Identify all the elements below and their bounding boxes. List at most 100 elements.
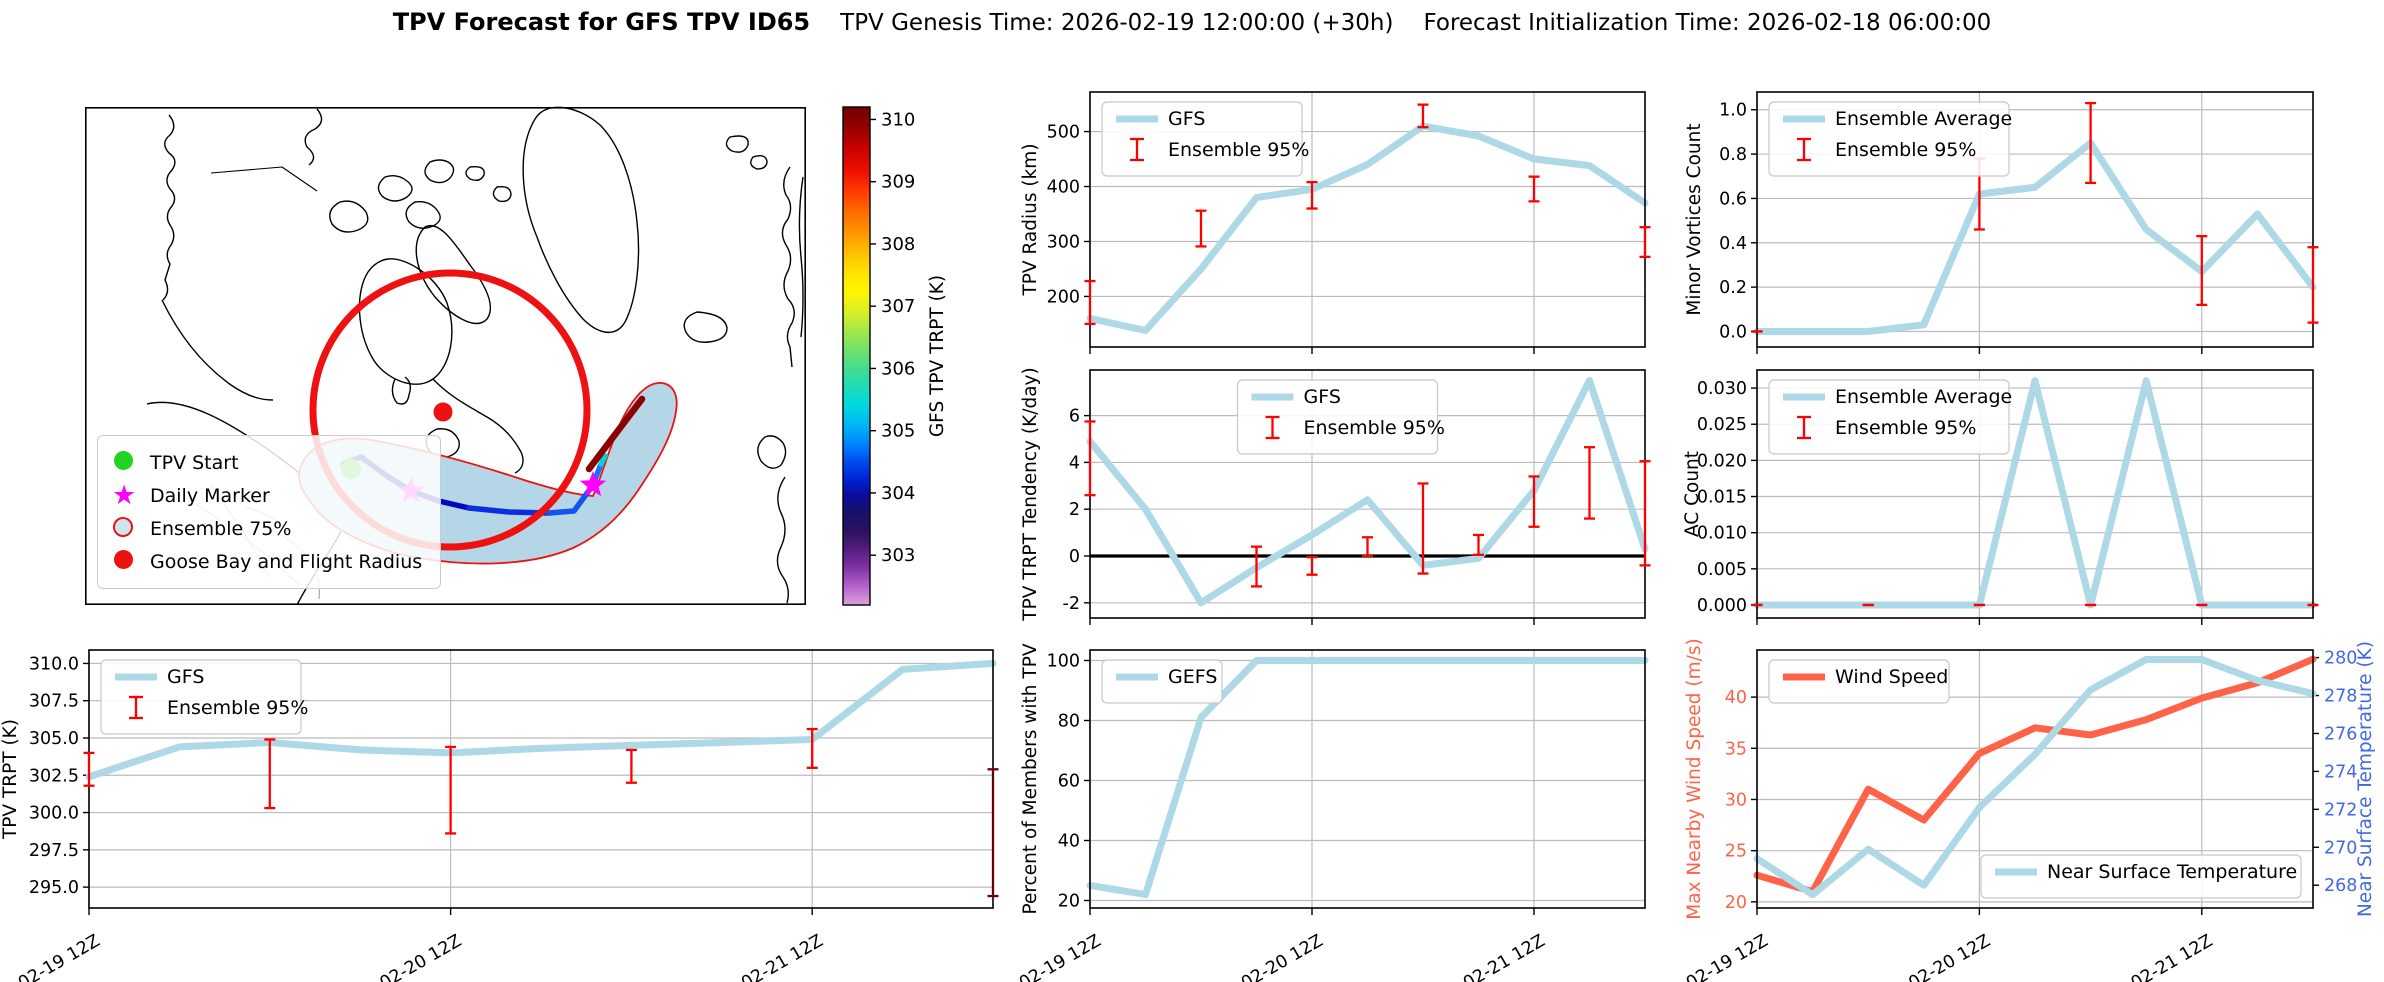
legend-entry-label: Ensemble 95%: [1835, 417, 1976, 439]
series-wind-speed: [1753, 655, 2317, 896]
errorbar: [1639, 460, 1651, 567]
y2-axis-label: Near Surface Temperature (K): [2355, 641, 2376, 917]
coastlines: [146, 106, 804, 606]
chart-ac-count: 0.000 0.005 0.010 0.015 0.020 0.025 0.030 AC Co…: [1682, 369, 2319, 625]
y-axis-label: AC Count: [1682, 451, 1703, 537]
chart-panel-percent-members: 20 40 60 80 100 02-19 12Z 02-20 12Z 02-21 12Z Pe…: [1016, 628, 1680, 982]
y-tick-label: 35: [1725, 739, 1747, 759]
legend-entry-label: Ensemble 95%: [1835, 139, 1976, 161]
colorbar-axis-label: GFS TPV TRPT (K): [927, 275, 948, 437]
y-tick-label: 307.5: [29, 692, 79, 712]
y-tick-label: 60: [1058, 772, 1080, 792]
chart-legend: Wind Speed: [1768, 659, 1950, 704]
legend-item-ensemble-75: Ensemble 75%: [112, 512, 422, 545]
goose-bay-dot: [433, 402, 453, 422]
y-tick-label: 400: [1047, 178, 1080, 198]
legend-label: Daily Marker: [150, 484, 270, 507]
legend-label: Ensemble 75%: [150, 517, 292, 540]
y-axis-label: Max Nearby Wind Speed (m/s): [1684, 638, 1705, 919]
errorbar: [1251, 545, 1262, 588]
daily-marker-star: [579, 471, 607, 497]
legend-item-tpv-start: TPV Start: [112, 446, 422, 479]
y-axis-label: Minor Vortices Count: [1684, 123, 1705, 315]
x-tick-label: 02-20 12Z: [1238, 931, 1327, 982]
errorbar: [1084, 420, 1096, 497]
y2-tick-label: 272: [2324, 800, 2357, 820]
errorbar: [445, 745, 457, 835]
y-axis-label: TPV TRPT (K): [0, 719, 21, 840]
y-tick-label: 1.0: [1719, 101, 1747, 121]
series-gefs: [1086, 657, 1649, 898]
y-tick-label: 100: [1047, 652, 1080, 672]
map-legend: TPV Start ★ Daily Marker Ensemble 75% Go…: [97, 435, 442, 589]
y-tick-label: 0.015: [1697, 488, 1747, 508]
errorbar: [1417, 103, 1429, 129]
legend-entry-label: GFS: [167, 666, 204, 688]
y-tick-label: 0.4: [1719, 234, 1747, 254]
colorbar-tick-label: 310: [881, 109, 915, 130]
y2-tick-label: 268: [2324, 876, 2357, 896]
chart-panel-wind-temp: 20 25 30 35 40 268 270 272 274 276 278 280 Near Surf…: [1683, 628, 2384, 982]
y-tick-label: 302.5: [29, 766, 79, 786]
legend-entry-label: GEFS: [1168, 666, 1217, 688]
y-tick-label: 40: [1058, 832, 1080, 852]
legend-entry-label: Ensemble 95%: [167, 697, 308, 719]
y-tick-label: 0.000: [1697, 596, 1747, 616]
chart-panel-ac-count: 0.000 0.005 0.010 0.015 0.020 0.025 0.030 AC Co…: [1682, 355, 2384, 635]
y-tick-label: 30: [1725, 790, 1747, 810]
y2-tick-label: 274: [2324, 762, 2357, 782]
chart-legend: GFS Ensemble 95%: [100, 659, 308, 735]
errorbar: [1417, 482, 1429, 575]
chart-panel-tpv-radius: 200 300 400 500 TPV Radius (km) GFS Ensemble 9…: [1020, 80, 1680, 360]
series-ensemble-average: [1753, 139, 2317, 335]
daily-marker-icon: ★: [112, 480, 137, 511]
y-tick-label: 0.0: [1719, 322, 1747, 342]
series-gfs: [1086, 122, 1649, 334]
legend-entry-label: Wind Speed: [1835, 666, 1948, 688]
map-border: [85, 107, 807, 605]
track-map-panel: TPV Start ★ Daily Marker Ensemble 75% Go…: [85, 106, 807, 606]
x-tick-label: 02-21 12Z: [2128, 931, 2217, 982]
legend-label: TPV Start: [150, 451, 239, 474]
y-tick-label: 4: [1069, 453, 1080, 473]
y-tick-label: 0.010: [1697, 524, 1747, 544]
errorbar: [806, 727, 818, 769]
colorbar-tick-label: 308: [881, 234, 915, 255]
y-tick-label: 20: [1725, 893, 1747, 913]
chart-tpv-trpt: 295.0 297.5 300.0 302.5 305.0 307.5 310.0 02-19…: [0, 649, 999, 982]
errorbar: [2196, 234, 2208, 307]
y-tick-label: 500: [1047, 123, 1080, 143]
y2-tick-label: 278: [2324, 687, 2357, 707]
legend-entry-label: Ensemble 95%: [1168, 139, 1309, 161]
legend-item-daily-marker: ★ Daily Marker: [112, 479, 422, 512]
errorbar: [83, 751, 95, 787]
y-tick-label: 0.005: [1697, 560, 1747, 580]
errorbar: [1306, 556, 1318, 576]
y-tick-label: 25: [1725, 842, 1747, 862]
y-tick-label: -2: [1063, 594, 1080, 614]
y-tick-label: 6: [1069, 407, 1080, 427]
y-tick-label: 0.8: [1719, 145, 1747, 165]
chart-legend: GFS Ensemble 95%: [1236, 379, 1445, 455]
chart-panel-tpv-trpt: 295.0 297.5 300.0 302.5 305.0 307.5 310.0 02-19…: [0, 628, 1012, 982]
errorbar: [1084, 279, 1096, 326]
figure-title: TPV Forecast for GFS TPV ID65 TPV Genesi…: [0, 8, 2384, 36]
y-tick-label: 305.0: [29, 729, 79, 749]
legend-entry-label: GFS: [1304, 386, 1341, 408]
y-tick-label: 20: [1058, 892, 1080, 912]
y-tick-label: 310.0: [29, 654, 79, 674]
y-tick-label: 80: [1058, 712, 1080, 732]
chart-panel-tpv-trpt-tendency: -2 0 2 4 6 TPV TRPT Tendency (K/day) GFS Ensemb…: [1020, 355, 1680, 635]
y2-tick-label: 270: [2324, 838, 2357, 858]
legend-entry-label: Near Surface Temperature: [2047, 861, 2297, 883]
chart-legend: Near Surface Temperature: [1980, 854, 2302, 899]
y-tick-label: 0: [1069, 547, 1080, 567]
colorbar-gradient: [842, 106, 871, 606]
title-main: TPV Forecast for GFS TPV ID65: [392, 8, 811, 36]
tpv-track-segment: [585, 395, 646, 473]
series-ensemble-average: [1753, 377, 2317, 609]
colorbar-tick-label: 303: [881, 545, 915, 566]
tpv-track-segment: [598, 453, 608, 467]
y-tick-label: 300.0: [29, 804, 79, 824]
